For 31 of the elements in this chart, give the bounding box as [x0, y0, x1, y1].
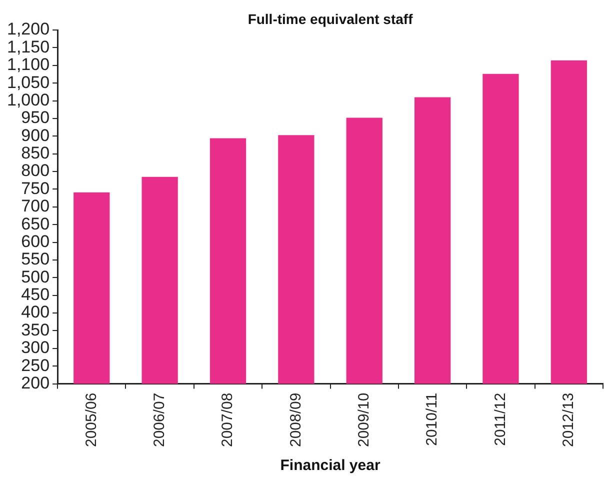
- y-tick-label: 200: [21, 373, 50, 392]
- y-tick-label: 450: [21, 285, 50, 304]
- y-tick-label: 550: [21, 250, 50, 269]
- x-axis-title: Financial year: [280, 457, 380, 474]
- x-tick-label: 2010/11: [424, 392, 441, 446]
- y-tick-label: 1,150: [6, 37, 50, 56]
- y-tick-label: 850: [21, 144, 50, 163]
- y-tick-label: 500: [21, 267, 50, 286]
- y-tick-label: 950: [21, 108, 50, 128]
- x-tick-label: 2006/07: [150, 392, 168, 448]
- y-tick-label: 300: [21, 338, 50, 358]
- x-tick-label: 2012/13: [560, 392, 578, 448]
- y-tick-label: 350: [21, 320, 50, 340]
- chart-title: Full-time equivalent staff: [248, 10, 414, 27]
- y-tick-label: 900: [21, 126, 50, 145]
- y-tick-label: 250: [21, 356, 50, 375]
- y-tick-label: 650: [21, 214, 50, 234]
- y-tick-label: 1,200: [6, 20, 50, 39]
- x-tick-label: 2008/09: [287, 392, 304, 448]
- y-tick-label: 600: [21, 232, 50, 251]
- y-tick-label: 400: [21, 302, 50, 322]
- y-tick-label: 700: [21, 196, 50, 216]
- x-tick-label: 2005/06: [82, 392, 100, 448]
- x-tick-label: 2007/08: [219, 392, 236, 448]
- y-tick-label: 750: [21, 178, 50, 198]
- y-tick-label: 1,050: [6, 72, 50, 92]
- x-tick-label: 2009/10: [356, 392, 373, 448]
- y-tick-label: 1,100: [6, 55, 50, 74]
- x-tick-label: 2011/12: [492, 392, 509, 446]
- y-tick-label: 800: [21, 161, 50, 180]
- y-tick-label: 1,000: [6, 90, 50, 110]
